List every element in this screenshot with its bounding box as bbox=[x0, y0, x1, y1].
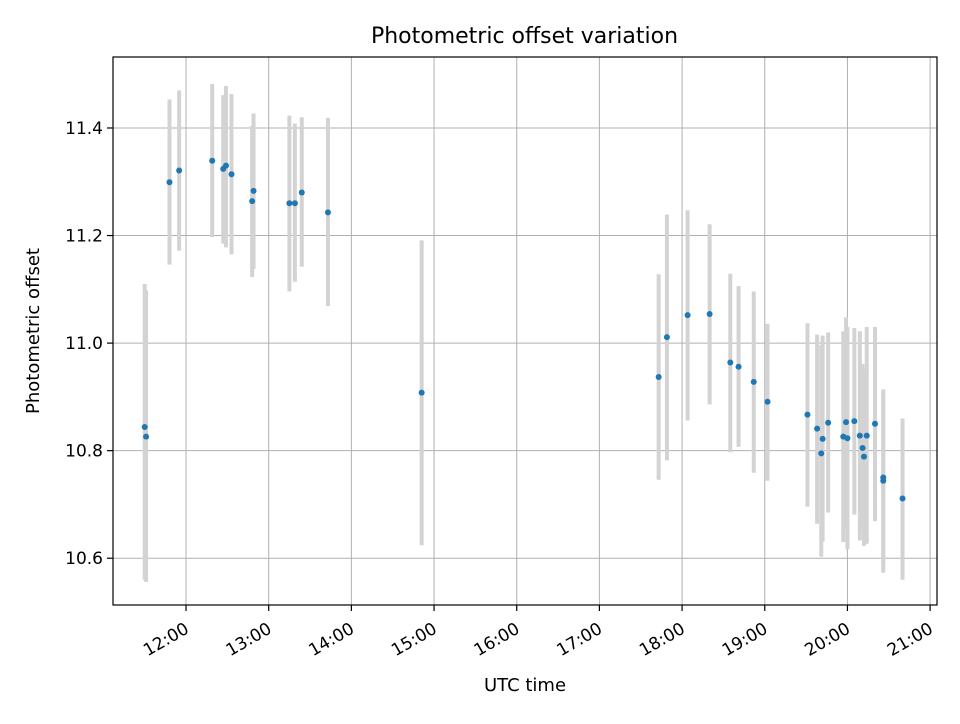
data-point bbox=[880, 474, 887, 481]
data-point bbox=[684, 312, 691, 319]
data-point bbox=[143, 433, 150, 440]
data-point bbox=[818, 450, 825, 457]
plot-area-frame bbox=[112, 56, 938, 606]
data-point bbox=[843, 419, 850, 426]
data-point bbox=[825, 419, 832, 426]
data-points bbox=[141, 157, 906, 502]
y-tick-label: 11.4 bbox=[65, 119, 103, 139]
data-point bbox=[663, 334, 670, 341]
grid bbox=[113, 57, 937, 605]
data-point bbox=[141, 423, 148, 430]
y-tick-label: 10.6 bbox=[65, 549, 103, 569]
data-point bbox=[860, 453, 867, 460]
data-point bbox=[804, 411, 811, 418]
data-point bbox=[764, 398, 771, 405]
y-tick-label: 11.0 bbox=[65, 334, 103, 354]
data-point bbox=[899, 495, 906, 502]
data-point bbox=[418, 389, 425, 396]
data-point bbox=[871, 420, 878, 427]
data-point bbox=[856, 432, 863, 439]
data-point bbox=[859, 444, 866, 451]
data-point bbox=[750, 378, 757, 385]
data-point bbox=[298, 189, 305, 196]
data-point bbox=[176, 167, 183, 174]
data-point bbox=[291, 200, 298, 207]
data-point bbox=[250, 187, 257, 194]
data-point bbox=[863, 432, 870, 439]
data-point bbox=[209, 157, 216, 164]
chart-title: Photometric offset variation bbox=[371, 24, 678, 49]
data-point bbox=[655, 373, 662, 380]
data-point bbox=[324, 209, 331, 216]
data-point bbox=[166, 179, 173, 186]
data-point bbox=[286, 200, 293, 207]
data-point bbox=[222, 162, 229, 169]
data-point bbox=[814, 425, 821, 432]
y-tick-label: 11.2 bbox=[65, 227, 103, 247]
data-point bbox=[249, 198, 256, 205]
data-point bbox=[228, 171, 235, 178]
data-point bbox=[735, 363, 742, 370]
x-axis-label: UTC time bbox=[484, 675, 566, 696]
y-axis-label: Photometric offset bbox=[23, 248, 44, 414]
data-point bbox=[706, 311, 713, 318]
data-point bbox=[727, 359, 734, 366]
y-tick-label: 10.8 bbox=[65, 442, 103, 462]
data-point bbox=[851, 418, 858, 425]
data-point bbox=[819, 435, 826, 442]
data-point bbox=[844, 435, 851, 442]
y-axis-ticks: 10.6 10.8 11.0 11.2 11.4 bbox=[65, 119, 113, 569]
